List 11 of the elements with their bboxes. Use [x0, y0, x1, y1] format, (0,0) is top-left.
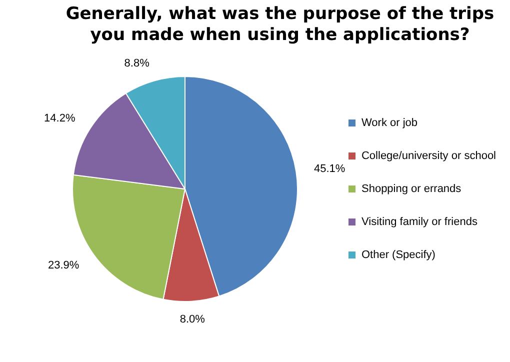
- legend-label: Other (Specify): [361, 249, 436, 262]
- legend-label: Visiting family or friends: [361, 216, 478, 228]
- chart-title: Generally, what was the purpose of the trips you made when using the applications?: [64, 4, 496, 46]
- data-label: 14.2%: [44, 112, 76, 124]
- legend-label: Shopping or errands: [361, 183, 462, 196]
- legend-label: College/university or school: [361, 150, 496, 162]
- data-label: 23.9%: [48, 259, 80, 272]
- data-label: 45.1%: [314, 163, 346, 176]
- data-label: 8.8%: [124, 57, 150, 70]
- legend-label: Work or job: [361, 117, 418, 130]
- data-label: 8.0%: [180, 313, 206, 326]
